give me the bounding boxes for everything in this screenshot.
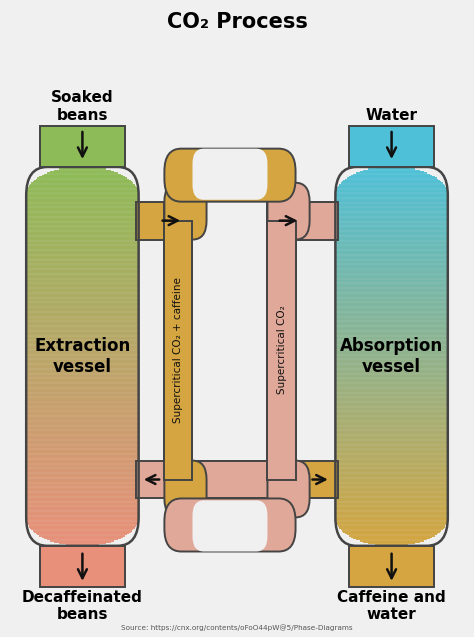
Bar — [349, 546, 434, 587]
Bar — [349, 126, 434, 167]
Text: Source: https://cnx.org/contents/oFoO44pW@5/Phase-Diagrams: Source: https://cnx.org/contents/oFoO44p… — [121, 624, 353, 631]
FancyBboxPatch shape — [164, 148, 296, 202]
Bar — [267, 220, 296, 480]
Text: Supercritical CO₂: Supercritical CO₂ — [276, 306, 286, 394]
Bar — [164, 202, 192, 499]
Text: Absorption
vessel: Absorption vessel — [340, 337, 443, 376]
FancyBboxPatch shape — [192, 500, 267, 552]
Bar — [40, 546, 125, 587]
Text: Supercritical CO₂ + caffeine: Supercritical CO₂ + caffeine — [173, 277, 183, 423]
FancyBboxPatch shape — [164, 183, 207, 240]
Bar — [164, 461, 337, 499]
Text: Caffeine and
water: Caffeine and water — [337, 590, 446, 622]
FancyBboxPatch shape — [192, 148, 267, 200]
Text: Soaked
beans: Soaked beans — [51, 90, 114, 123]
Bar — [164, 220, 192, 480]
Text: Decaffeinated
beans: Decaffeinated beans — [22, 590, 143, 622]
Bar — [40, 126, 125, 167]
FancyBboxPatch shape — [267, 183, 310, 240]
FancyBboxPatch shape — [267, 461, 310, 517]
FancyBboxPatch shape — [164, 499, 296, 552]
Bar — [137, 461, 296, 499]
Bar — [267, 202, 296, 499]
FancyBboxPatch shape — [164, 461, 207, 517]
Text: Water: Water — [365, 108, 418, 123]
Bar — [137, 202, 192, 240]
Text: CO₂ Process: CO₂ Process — [166, 12, 308, 32]
Bar — [267, 202, 337, 240]
Text: Extraction
vessel: Extraction vessel — [34, 337, 130, 376]
